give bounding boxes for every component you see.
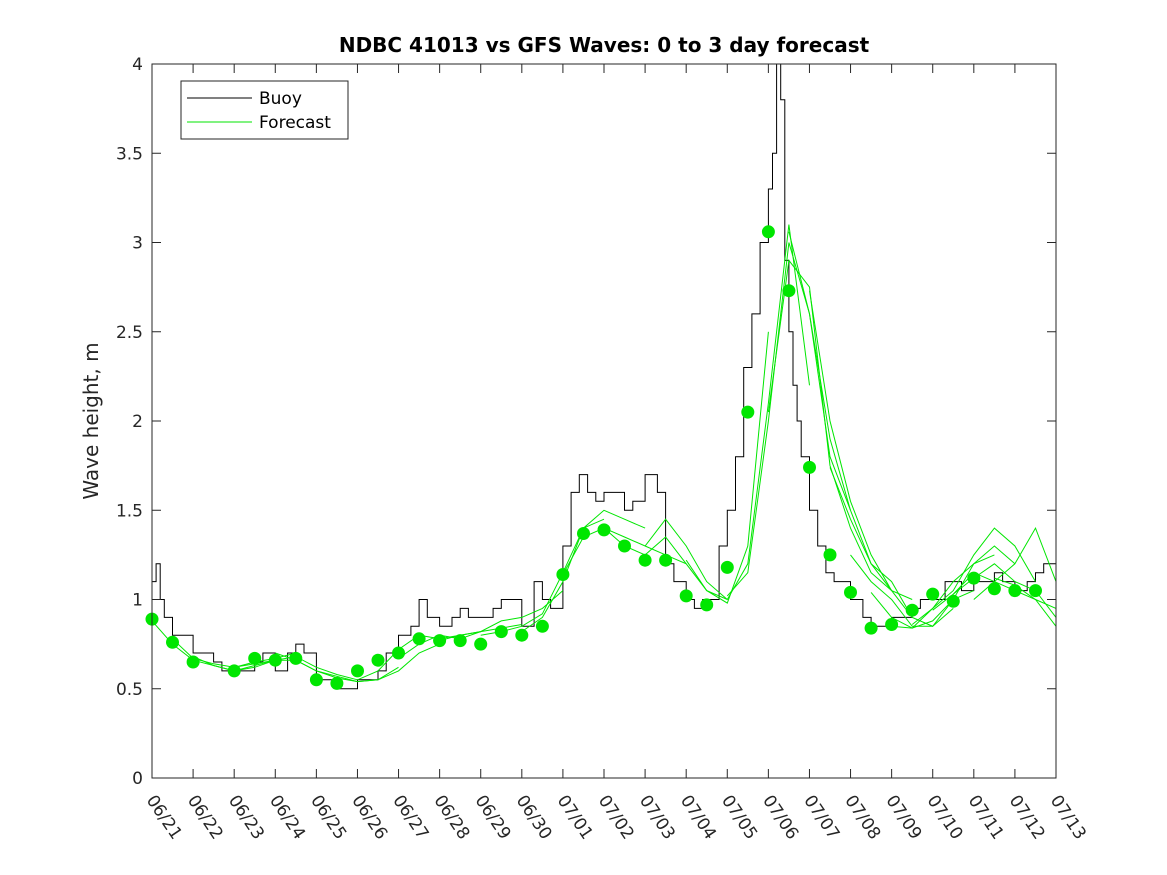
forecast-marker <box>433 634 447 648</box>
forecast-marker <box>638 553 652 567</box>
y-axis: 0 0.5 1 1.5 2 2.5 3 3.5 4 <box>116 55 1056 789</box>
forecast-marker <box>987 582 1001 596</box>
x-tick-label: 07/03 <box>635 792 679 844</box>
forecast-run-line-12 <box>603 518 728 600</box>
forecast-marker <box>597 523 611 537</box>
x-tick-label: 06/27 <box>388 792 432 844</box>
y-tick-label: 3.5 <box>116 144 143 164</box>
forecast-marker <box>556 568 570 581</box>
forecast-run-line-14 <box>685 224 810 601</box>
forecast-marker <box>474 637 488 651</box>
y-tick-label: 2 <box>132 412 143 432</box>
forecast-marker <box>227 664 241 678</box>
x-tick-label: 07/10 <box>923 792 967 844</box>
forecast-marker <box>1008 584 1022 598</box>
forecast-run-line-27 <box>994 577 1057 609</box>
forecast-marker <box>268 653 282 667</box>
x-tick-label: 06/21 <box>142 792 186 844</box>
forecast-marker <box>515 628 529 642</box>
x-tick-label: 07/12 <box>1005 792 1049 844</box>
x-tick-label: 07/11 <box>964 792 1008 844</box>
legend-buoy-label: Buoy <box>259 89 302 109</box>
forecast-marker <box>289 651 303 665</box>
x-tick-label: 07/01 <box>553 792 597 844</box>
x-tick-label: 07/13 <box>1046 792 1090 844</box>
forecast-marker <box>761 225 775 239</box>
legend-forecast-label: Forecast <box>259 113 331 133</box>
forecast-marker <box>351 664 364 678</box>
forecast-marker <box>659 553 673 567</box>
forecast-marker <box>905 603 919 617</box>
x-tick-label: 07/06 <box>758 792 802 844</box>
forecast-marker <box>453 634 467 648</box>
forecast-run-line-5 <box>316 643 440 683</box>
x-tick-label: 07/02 <box>594 792 638 844</box>
forecast-marker <box>967 571 981 585</box>
x-tick-label: 07/07 <box>799 792 843 844</box>
forecast-marker <box>782 284 796 298</box>
forecast-marker <box>330 676 344 690</box>
forecast-run-line-17 <box>788 231 913 600</box>
chart-title: NDBC 41013 vs GFS Waves: 0 to 3 day fore… <box>339 33 870 57</box>
forecast-marker <box>248 651 262 665</box>
forecast-marker <box>946 594 960 608</box>
forecast-marker <box>844 585 857 599</box>
forecast-run-line-15 <box>726 242 851 597</box>
forecast-run-line-18 <box>809 290 933 627</box>
x-tick-label: 07/08 <box>840 792 884 844</box>
forecast-marker <box>741 405 755 419</box>
forecast-marker <box>700 598 714 612</box>
x-tick-label: 06/28 <box>429 792 473 844</box>
y-tick-label: 0.5 <box>116 680 143 700</box>
forecast-marker <box>371 653 385 667</box>
y-axis-label: Wave height, m <box>79 342 103 499</box>
y-tick-label: 2.5 <box>116 323 143 343</box>
forecast-marker <box>412 632 426 646</box>
forecast-marker <box>926 587 940 601</box>
y-tick-label: 4 <box>132 55 143 75</box>
forecast-run-line-16 <box>767 259 892 591</box>
plot-area <box>145 63 1057 690</box>
forecast-marker <box>864 621 878 635</box>
forecast-marker <box>720 560 734 574</box>
x-axis: 06/2106/2206/2306/2406/2506/2606/2706/28… <box>142 64 1090 843</box>
buoy-series-line <box>152 63 1057 690</box>
forecast-marker <box>494 625 508 639</box>
x-tick-label: 06/29 <box>471 792 515 844</box>
x-tick-label: 06/24 <box>265 792 309 844</box>
x-tick-label: 07/05 <box>717 792 761 844</box>
forecast-marker <box>186 655 200 669</box>
forecast-marker <box>823 548 837 562</box>
x-tick-label: 06/22 <box>183 792 227 844</box>
y-tick-label: 1.5 <box>116 501 143 521</box>
x-tick-label: 06/30 <box>512 792 556 844</box>
forecast-run-line-23 <box>911 527 1036 625</box>
x-tick-label: 06/26 <box>347 792 391 844</box>
forecast-marker <box>166 635 179 649</box>
forecast-marker <box>577 527 590 540</box>
forecast-marker <box>885 618 899 631</box>
forecast-marker <box>803 460 816 474</box>
forecast-marker <box>679 589 693 603</box>
x-tick-label: 06/25 <box>306 792 350 844</box>
forecast-run-line-22 <box>891 545 1016 629</box>
legend-box <box>180 80 349 140</box>
x-tick-label: 06/23 <box>224 792 268 844</box>
legend: Buoy Forecast <box>180 80 349 140</box>
forecast-marker <box>618 539 631 553</box>
x-tick-label: 07/04 <box>676 792 720 844</box>
x-tick-label: 07/09 <box>881 792 925 844</box>
forecast-marker <box>1029 584 1042 598</box>
forecast-marker <box>392 646 405 660</box>
y-tick-label: 0 <box>132 769 143 789</box>
y-tick-label: 3 <box>132 234 143 254</box>
forecast-marker <box>309 673 323 687</box>
forecast-marker <box>535 619 549 633</box>
forecast-run-line-19 <box>829 467 954 627</box>
y-tick-label: 1 <box>132 591 143 611</box>
